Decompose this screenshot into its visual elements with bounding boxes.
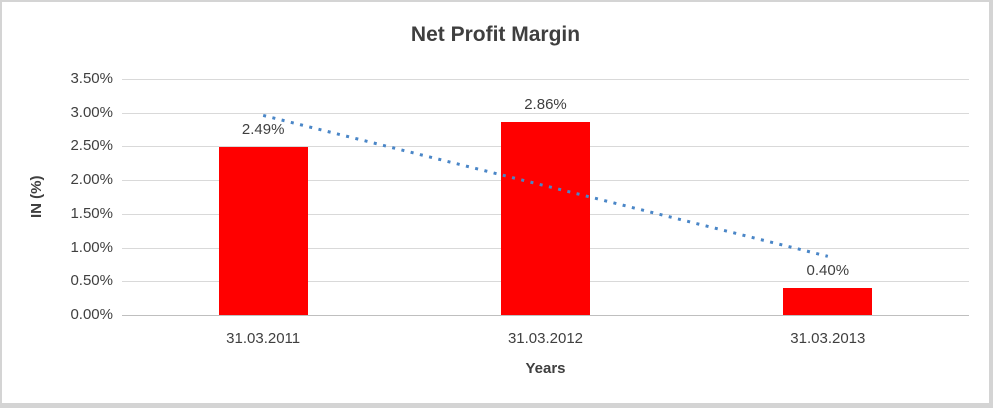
plot-area: 2.49% 2.86% 0.40%	[122, 79, 969, 316]
trendline[interactable]	[122, 79, 969, 315]
bar-31.03.2011[interactable]	[218, 147, 308, 315]
y-axis-tick-label: 2.00%	[70, 171, 113, 189]
chart-title: Net Profit Margin	[410, 23, 581, 46]
x-axis-tick-label: 31.03.2013	[790, 330, 866, 347]
gridline	[122, 112, 969, 114]
y-axis-tick-label: 1.00%	[70, 238, 113, 256]
x-axis-title: Years	[525, 360, 566, 377]
y-axis-tick-labels: 0.00% 0.50% 1.00% 1.50% 2.00% 2.50% 3.00% 3.50%	[2, 70, 113, 323]
y-axis-tick-label: 1.50%	[70, 204, 113, 222]
y-axis-tick-label: 2.50%	[70, 137, 113, 155]
y-axis-tick-label: 3.00%	[70, 103, 113, 121]
bar-31.03.2013[interactable]	[783, 288, 873, 315]
data-label: 2.86%	[524, 96, 567, 114]
gridline	[122, 79, 969, 80]
bar-series: 2.49% 2.86% 0.40%	[122, 79, 969, 315]
y-axis-tick-label: 0.50%	[70, 272, 113, 290]
data-label: 0.40%	[806, 262, 850, 280]
x-axis-tick-label: 31.03.2012	[507, 330, 584, 347]
x-axis-line	[122, 315, 969, 316]
y-axis-tick-label: 3.50%	[70, 70, 113, 87]
y-axis-tick-label: 0.00%	[70, 306, 113, 323]
x-axis-tick-label: 31.03.2011	[226, 330, 301, 347]
data-label: 2.49%	[241, 121, 285, 139]
x-axis-tick-labels: 31.03.2011 31.03.2012 31.03.2013	[122, 330, 969, 352]
bar-31.03.2012[interactable]	[501, 122, 590, 315]
